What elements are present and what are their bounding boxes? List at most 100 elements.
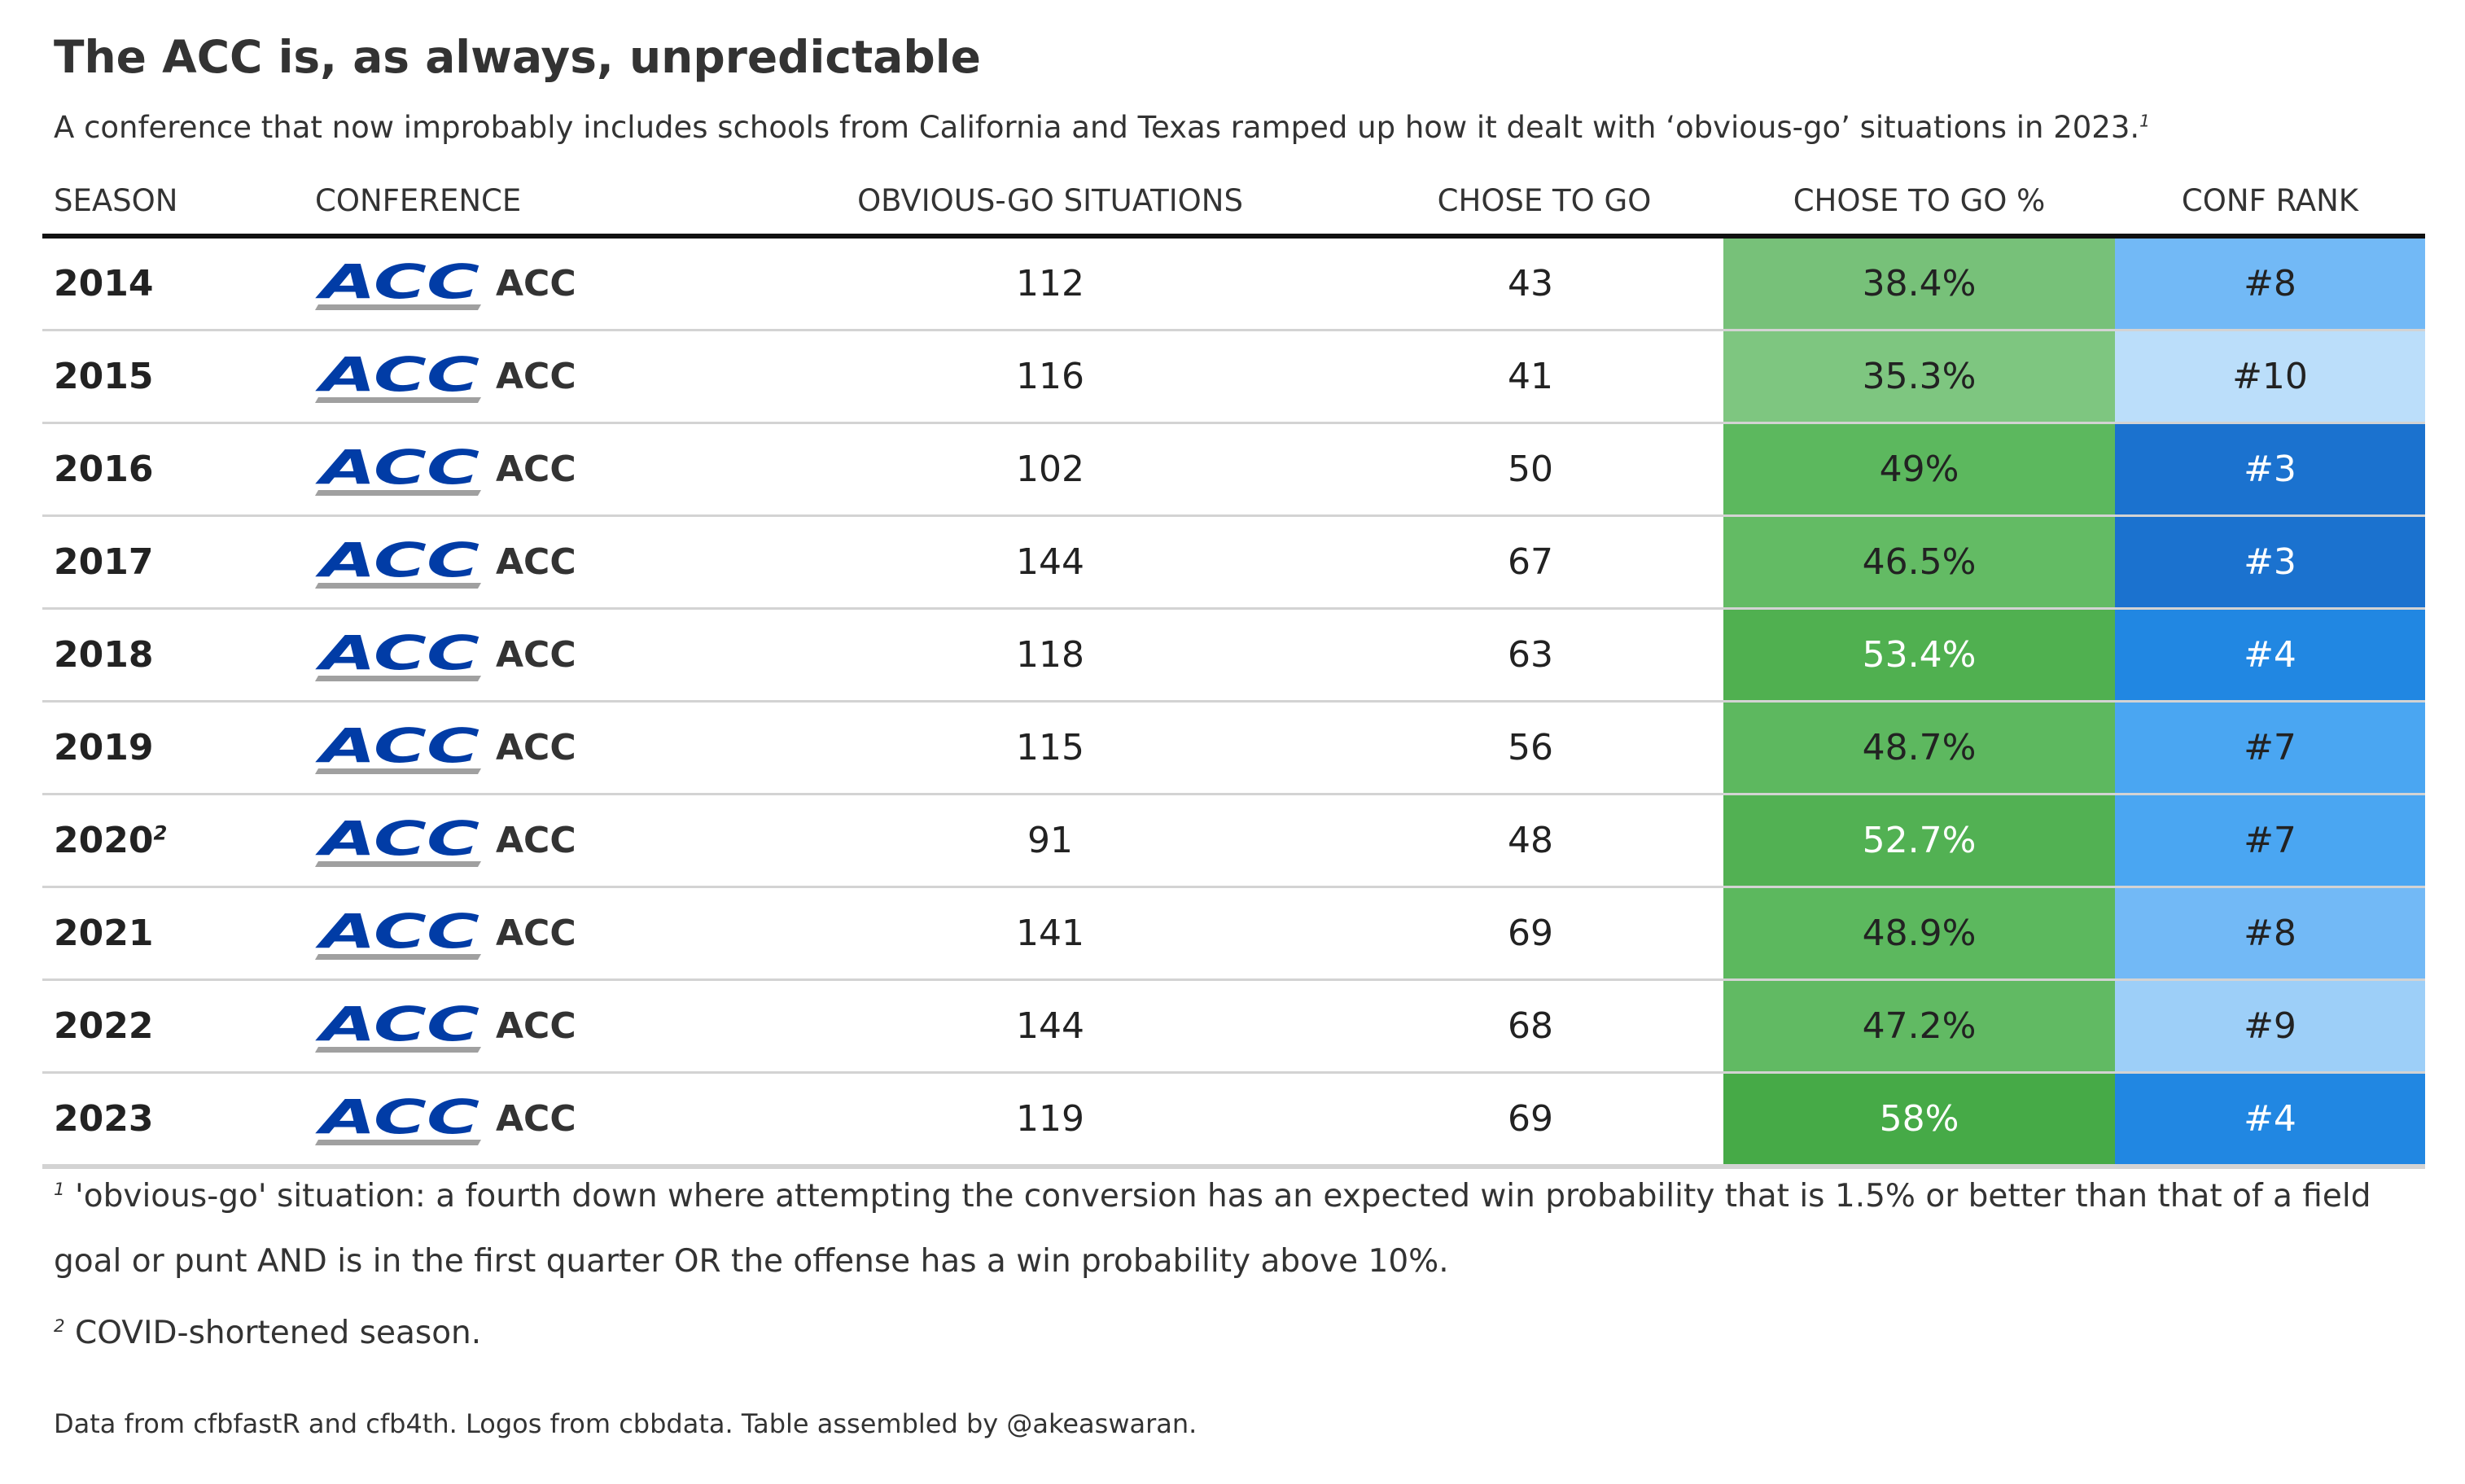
- season-cell: 2021: [42, 886, 315, 981]
- conference-cell: ACC ACC: [315, 886, 763, 981]
- situations-cell: 112: [763, 239, 1338, 331]
- column-header-season: SEASON: [54, 182, 178, 218]
- acc-logo-text: ACC: [315, 443, 479, 495]
- acc-logo-text: ACC: [315, 907, 479, 959]
- footnote-2-text: COVID-shortened season.: [75, 1315, 482, 1351]
- chose-cell: 43: [1338, 239, 1723, 331]
- column-header-pct: CHOSE TO GO %: [1793, 182, 2046, 218]
- rank-cell: #10: [2115, 330, 2425, 424]
- season-value: 2022: [54, 1005, 154, 1047]
- rank-cell: #8: [2115, 886, 2425, 981]
- data-table: 2014 ACC ACC 112 43 38.4% #8 2015 ACC ACC 116 41 35.…: [42, 239, 2425, 1169]
- acc-logo-text: ACC: [315, 1000, 479, 1052]
- conference-name: ACC: [496, 727, 576, 768]
- acc-logo-icon: ACC: [315, 1092, 481, 1145]
- season-cell: 2022: [42, 979, 315, 1074]
- acc-logo-icon: ACC: [315, 350, 481, 403]
- pct-cell: 48.7%: [1723, 701, 2115, 795]
- source-note: Data from cfbfastR and cfb4th. Logos fro…: [54, 1408, 1197, 1439]
- table-row: 2015 ACC ACC 116 41 35.3% #10: [42, 330, 2425, 424]
- conference-name: ACC: [496, 541, 576, 583]
- conference-name: ACC: [496, 356, 576, 397]
- subtitle-footnote-mark: 1: [2139, 111, 2151, 131]
- chose-cell: 48: [1338, 794, 1723, 888]
- season-cell: 2015: [42, 330, 315, 424]
- footnote-1-text: 'obvious-go' situation: a fourth down wh…: [54, 1178, 2371, 1280]
- season-cell: 2018: [42, 608, 315, 703]
- chart-subtitle: A conference that now improbably include…: [54, 110, 2150, 145]
- season-cell: 2014: [42, 239, 315, 331]
- acc-logo-text: ACC: [315, 721, 479, 773]
- season-value: 2014: [54, 263, 154, 304]
- conference-name: ACC: [496, 634, 576, 676]
- season-value: 2023: [54, 1098, 154, 1140]
- conference-cell: ACC ACC: [315, 794, 763, 888]
- table-row: 2016 ACC ACC 102 50 49% #3: [42, 422, 2425, 517]
- situations-cell: 102: [763, 422, 1338, 517]
- acc-logo-text: ACC: [315, 628, 479, 681]
- table-row: 2023 ACC ACC 119 69 58% #4: [42, 1072, 2425, 1169]
- acc-logo-icon: ACC: [315, 1000, 481, 1053]
- subtitle-text: A conference that now improbably include…: [54, 110, 2140, 145]
- footnote-1-mark: 1: [54, 1180, 65, 1200]
- acc-logo-text: ACC: [315, 536, 479, 588]
- column-header-situations: OBVIOUS-GO SITUATIONS: [857, 182, 1243, 218]
- rank-cell: #7: [2115, 794, 2425, 888]
- situations-cell: 91: [763, 794, 1338, 888]
- situations-cell: 115: [763, 701, 1338, 795]
- chose-cell: 67: [1338, 515, 1723, 610]
- conference-cell: ACC ACC: [315, 239, 763, 331]
- situations-cell: 144: [763, 979, 1338, 1074]
- acc-logo-icon: ACC: [315, 443, 481, 496]
- conference-cell: ACC ACC: [315, 608, 763, 703]
- pct-cell: 53.4%: [1723, 608, 2115, 703]
- situations-cell: 118: [763, 608, 1338, 703]
- acc-logo-text: ACC: [315, 814, 479, 866]
- chose-cell: 69: [1338, 1072, 1723, 1169]
- pct-cell: 58%: [1723, 1072, 2115, 1169]
- pct-cell: 52.7%: [1723, 794, 2115, 888]
- acc-logo-text: ACC: [315, 257, 479, 309]
- rank-cell: #4: [2115, 1072, 2425, 1169]
- season-value: 2016: [54, 449, 154, 490]
- conference-cell: ACC ACC: [315, 701, 763, 795]
- conference-name: ACC: [496, 1098, 576, 1140]
- table-row: 2018 ACC ACC 118 63 53.4% #4: [42, 608, 2425, 703]
- conference-cell: ACC ACC: [315, 330, 763, 424]
- conference-name: ACC: [496, 263, 576, 304]
- table-row: 2022 ACC ACC 144 68 47.2% #9: [42, 979, 2425, 1074]
- season-value: 2015: [54, 356, 154, 397]
- season-value: 2017: [54, 541, 154, 583]
- table-row: 2014 ACC ACC 112 43 38.4% #8: [42, 239, 2425, 331]
- pct-cell: 46.5%: [1723, 515, 2115, 610]
- chose-cell: 69: [1338, 886, 1723, 981]
- acc-logo-icon: ACC: [315, 721, 481, 774]
- footnote-2: 2 COVID-shortened season.: [54, 1315, 481, 1351]
- conference-name: ACC: [496, 913, 576, 954]
- season-cell: 20202: [42, 794, 315, 888]
- season-value: 2019: [54, 727, 154, 768]
- situations-cell: 141: [763, 886, 1338, 981]
- rank-cell: #9: [2115, 979, 2425, 1074]
- chose-cell: 63: [1338, 608, 1723, 703]
- rank-cell: #7: [2115, 701, 2425, 795]
- acc-logo-icon: ACC: [315, 907, 481, 960]
- conference-name: ACC: [496, 820, 576, 861]
- situations-cell: 144: [763, 515, 1338, 610]
- acc-logo-icon: ACC: [315, 814, 481, 867]
- table-row: 2019 ACC ACC 115 56 48.7% #7: [42, 701, 2425, 795]
- season-value: 2020: [54, 820, 154, 861]
- pct-cell: 47.2%: [1723, 979, 2115, 1074]
- table-row: 2017 ACC ACC 144 67 46.5% #3: [42, 515, 2425, 610]
- rank-cell: #4: [2115, 608, 2425, 703]
- pct-cell: 38.4%: [1723, 239, 2115, 331]
- situations-cell: 116: [763, 330, 1338, 424]
- conference-cell: ACC ACC: [315, 979, 763, 1074]
- column-header-conference: CONFERENCE: [315, 182, 522, 218]
- rank-cell: #3: [2115, 515, 2425, 610]
- season-cell: 2019: [42, 701, 315, 795]
- situations-cell: 119: [763, 1072, 1338, 1169]
- season-value: 2018: [54, 634, 154, 676]
- acc-logo-icon: ACC: [315, 536, 481, 589]
- table-row: 2021 ACC ACC 141 69 48.9% #8: [42, 886, 2425, 981]
